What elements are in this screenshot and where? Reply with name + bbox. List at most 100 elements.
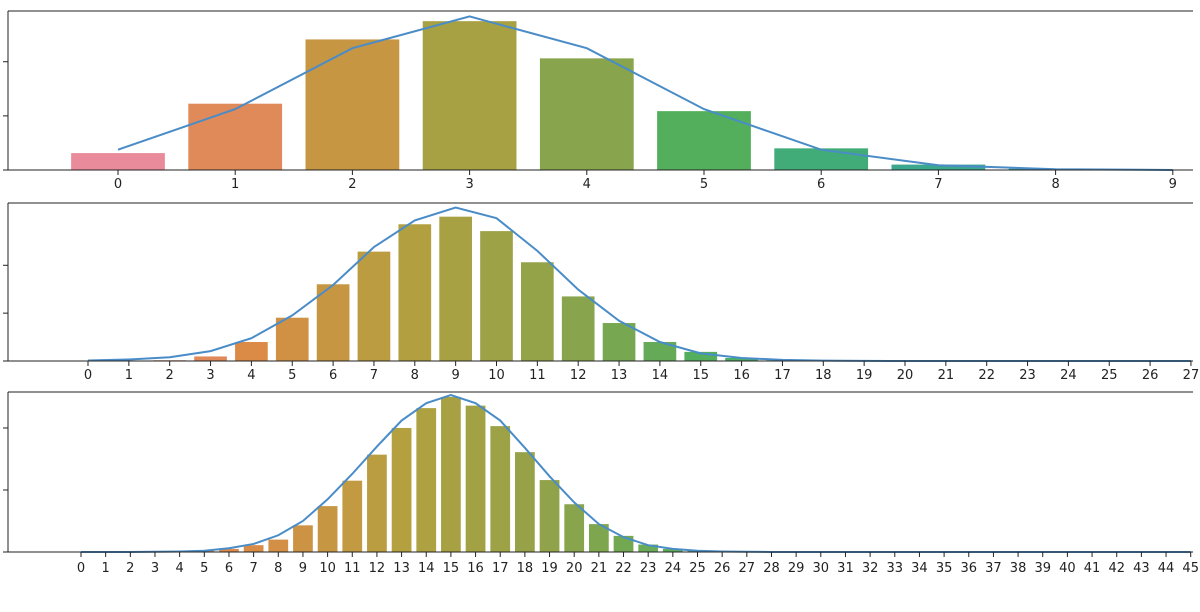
x-tick-label-8: 8 xyxy=(274,561,282,576)
bar-15 xyxy=(441,396,461,552)
x-tick-label-2: 2 xyxy=(348,177,356,192)
x-tick-label-30: 30 xyxy=(813,561,830,576)
bar-12 xyxy=(367,454,387,552)
bar-14 xyxy=(416,408,437,552)
x-tick-label-8: 8 xyxy=(411,368,419,383)
x-tick-label-20: 20 xyxy=(566,561,583,576)
x-tick-label-4: 4 xyxy=(247,368,255,383)
x-tick-label-45: 45 xyxy=(1182,561,1199,576)
bar-16 xyxy=(725,357,758,361)
x-tick-label-22: 22 xyxy=(978,368,995,383)
x-tick-label-27: 27 xyxy=(1183,368,1200,383)
chart-panel-3: 0 1 2 3 4 5 6 7 8 9 10 11 12 13 14 15 16 17 18 19 20 21 22 23 24… xyxy=(3,391,1199,576)
x-tick-label-7: 7 xyxy=(249,561,257,576)
bar-10 xyxy=(480,231,513,361)
bar-23 xyxy=(638,544,659,552)
x-tick-label-8: 8 xyxy=(1051,177,1059,192)
x-tick-label-40: 40 xyxy=(1059,561,1076,576)
x-tick-label-7: 7 xyxy=(934,177,942,192)
bar-17 xyxy=(490,426,511,552)
bar-8 xyxy=(398,224,432,361)
x-tick-label-3: 3 xyxy=(151,561,159,576)
bar-2 xyxy=(305,39,400,170)
x-tick-label-29: 29 xyxy=(788,561,805,576)
bar-4 xyxy=(235,342,268,361)
x-tick-label-34: 34 xyxy=(911,561,928,576)
x-tick-label-14: 14 xyxy=(418,561,435,576)
x-tick-label-32: 32 xyxy=(862,561,879,576)
bar-11 xyxy=(342,480,363,552)
bar-8 xyxy=(268,539,289,552)
x-tick-label-6: 6 xyxy=(225,561,233,576)
x-tick-label-2: 2 xyxy=(126,561,134,576)
x-tick-label-11: 11 xyxy=(344,561,361,576)
x-tick-label-16: 16 xyxy=(733,368,750,383)
x-tick-label-5: 5 xyxy=(288,368,296,383)
bar-19 xyxy=(539,480,560,552)
x-tick-label-26: 26 xyxy=(1142,368,1159,383)
x-tick-label-0: 0 xyxy=(77,561,85,576)
x-tick-label-23: 23 xyxy=(1019,368,1036,383)
bar-22 xyxy=(613,535,634,552)
x-tick-label-0: 0 xyxy=(114,177,122,192)
x-tick-label-3: 3 xyxy=(465,177,473,192)
bar-6 xyxy=(219,548,239,552)
x-tick-label-12: 12 xyxy=(570,368,587,383)
x-tick-label-21: 21 xyxy=(938,368,955,383)
x-tick-label-19: 19 xyxy=(541,561,558,576)
bar-3 xyxy=(194,356,227,361)
x-tick-label-21: 21 xyxy=(591,561,608,576)
x-tick-label-28: 28 xyxy=(763,561,780,576)
bar-16 xyxy=(465,405,486,552)
x-tick-label-1: 1 xyxy=(125,368,133,383)
fit-line xyxy=(87,206,1191,362)
bar-10 xyxy=(317,506,338,552)
x-tick-label-6: 6 xyxy=(329,368,337,383)
bar-7 xyxy=(357,251,391,361)
bar-12 xyxy=(561,296,595,361)
x-tick-label-7: 7 xyxy=(370,368,378,383)
bar-7 xyxy=(243,545,264,552)
bar-4 xyxy=(539,58,634,170)
x-tick-label-13: 13 xyxy=(393,561,410,576)
bar-13 xyxy=(391,427,412,552)
bar-9 xyxy=(293,525,313,552)
x-tick-label-3: 3 xyxy=(206,368,214,383)
x-tick-label-22: 22 xyxy=(615,561,632,576)
x-tick-label-5: 5 xyxy=(700,177,708,192)
x-tick-label-24: 24 xyxy=(1060,368,1077,383)
x-tick-label-24: 24 xyxy=(665,561,682,576)
x-tick-label-13: 13 xyxy=(611,368,628,383)
x-tick-label-9: 9 xyxy=(1169,177,1177,192)
x-tick-label-42: 42 xyxy=(1108,561,1125,576)
bar-11 xyxy=(521,262,554,361)
x-tick-label-31: 31 xyxy=(837,561,854,576)
x-tick-label-20: 20 xyxy=(897,368,914,383)
x-tick-label-4: 4 xyxy=(175,561,183,576)
x-tick-label-4: 4 xyxy=(583,177,591,192)
bar-15 xyxy=(684,351,718,361)
x-tick-label-17: 17 xyxy=(492,561,509,576)
bar-6 xyxy=(316,284,350,361)
bar-20 xyxy=(564,504,585,552)
x-tick-label-17: 17 xyxy=(774,368,791,383)
bar-7 xyxy=(891,164,986,170)
x-tick-label-1: 1 xyxy=(102,561,110,576)
x-tick-label-1: 1 xyxy=(231,177,239,192)
x-tick-label-12: 12 xyxy=(369,561,386,576)
bar-13 xyxy=(602,323,636,361)
x-tick-label-39: 39 xyxy=(1034,561,1051,576)
x-tick-label-15: 15 xyxy=(692,368,709,383)
x-tick-label-11: 11 xyxy=(529,368,546,383)
x-tick-label-33: 33 xyxy=(887,561,904,576)
x-tick-label-26: 26 xyxy=(714,561,731,576)
fit-line xyxy=(81,394,1191,553)
fit-line xyxy=(117,15,1173,171)
x-tick-label-9: 9 xyxy=(452,368,460,383)
x-tick-label-19: 19 xyxy=(856,368,873,383)
bar-1 xyxy=(188,103,283,170)
x-tick-label-16: 16 xyxy=(467,561,484,576)
x-tick-label-5: 5 xyxy=(200,561,208,576)
bar-14 xyxy=(643,342,677,361)
